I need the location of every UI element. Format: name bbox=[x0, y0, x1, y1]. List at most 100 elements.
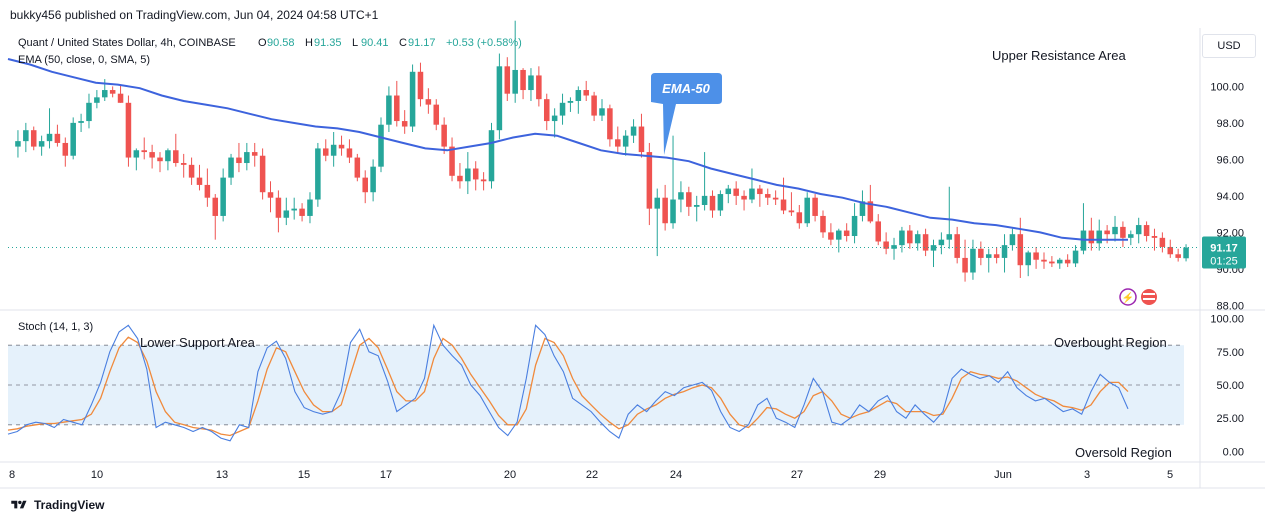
price-tag-value: 91.17 bbox=[1210, 243, 1238, 255]
candle-body bbox=[843, 230, 850, 237]
candle-body bbox=[220, 177, 226, 216]
candle-body bbox=[465, 168, 471, 182]
candle-body bbox=[1088, 230, 1095, 244]
candle-body bbox=[1104, 230, 1110, 235]
candle-body bbox=[496, 66, 503, 131]
candle-body bbox=[993, 254, 1000, 258]
flag-stripe bbox=[1143, 298, 1155, 300]
candle-body bbox=[1049, 261, 1055, 264]
candle-body bbox=[701, 195, 708, 205]
candle-body bbox=[1017, 234, 1024, 266]
time-tick-label: 20 bbox=[504, 469, 516, 481]
ohlc-close-label: C bbox=[399, 37, 407, 49]
candle-body bbox=[575, 90, 582, 101]
top-bar: bukky456 published on TradingView.com, J… bbox=[0, 0, 1265, 28]
stoch-tick-label: 0.00 bbox=[1223, 446, 1244, 458]
candle-body bbox=[109, 90, 116, 94]
candle-body bbox=[536, 75, 542, 100]
candle-body bbox=[836, 230, 842, 240]
candle-body bbox=[938, 239, 945, 246]
candle-body bbox=[1128, 234, 1134, 238]
candle-body bbox=[125, 102, 132, 158]
time-tick-label: 13 bbox=[216, 469, 228, 481]
candle-body bbox=[38, 141, 45, 147]
publisher-line: bukky456 published on TradingView.com, J… bbox=[10, 8, 379, 22]
candle-body bbox=[954, 234, 960, 258]
candle-body bbox=[1001, 245, 1008, 258]
candle-body bbox=[401, 121, 408, 127]
candle-body bbox=[133, 150, 140, 158]
candle-body bbox=[709, 195, 716, 211]
price-tick-label: 94.00 bbox=[1216, 191, 1244, 203]
candle-body bbox=[322, 148, 329, 156]
lightning-icon[interactable] bbox=[1119, 288, 1137, 306]
candle-body bbox=[1112, 226, 1118, 235]
ema-callout-label: EMA-50 bbox=[662, 81, 710, 96]
time-tick-label: 10 bbox=[91, 469, 103, 481]
candle-body bbox=[46, 133, 53, 142]
stoch-d-line bbox=[7, 336, 1129, 437]
candle-body bbox=[94, 97, 100, 103]
ohlc-high-value: 91.35 bbox=[314, 37, 342, 49]
candle-body bbox=[386, 95, 392, 125]
flag-us-icon[interactable] bbox=[1141, 289, 1157, 305]
tradingview-logo[interactable]: TradingView bbox=[10, 496, 104, 514]
candle-body bbox=[733, 188, 739, 196]
candle-body bbox=[796, 212, 803, 224]
candle-body bbox=[1072, 250, 1079, 264]
lightning-glyph: ⚡ bbox=[1122, 291, 1134, 304]
candle-body bbox=[978, 248, 984, 258]
candle-body bbox=[646, 152, 653, 209]
lower-support-label: Lower Support Area bbox=[140, 335, 256, 350]
candle-body bbox=[686, 192, 692, 207]
candle-body bbox=[512, 69, 518, 94]
candle-body bbox=[180, 163, 187, 165]
candle-body bbox=[875, 221, 882, 242]
candle-body bbox=[141, 150, 147, 153]
candle-body bbox=[962, 257, 968, 273]
candle-body bbox=[1159, 237, 1166, 247]
candle-body bbox=[251, 152, 258, 156]
candle-body bbox=[946, 234, 953, 240]
candle-body bbox=[899, 230, 905, 246]
candle-body bbox=[1009, 234, 1016, 246]
price-tag-countdown: 01:25 bbox=[1210, 256, 1238, 268]
time-tick-label: 24 bbox=[670, 469, 682, 481]
candle-body bbox=[102, 90, 108, 98]
price-tick-label: 98.00 bbox=[1216, 118, 1244, 130]
candle-body bbox=[362, 177, 368, 193]
candle-body bbox=[638, 126, 645, 153]
ema-callout-bubble bbox=[651, 73, 722, 155]
candle-body bbox=[480, 179, 487, 182]
stoch-tick-label: 100.00 bbox=[1210, 314, 1244, 326]
candle-body bbox=[970, 248, 976, 273]
currency-button[interactable]: USD bbox=[1202, 34, 1256, 58]
candle-body bbox=[717, 194, 724, 211]
candle-body bbox=[338, 144, 345, 149]
time-tick-label: 29 bbox=[874, 469, 886, 481]
candle-body bbox=[441, 124, 447, 147]
candle-body bbox=[883, 241, 889, 249]
candle-body bbox=[433, 104, 440, 125]
ohlc-open-label: O bbox=[258, 37, 267, 49]
candle-body bbox=[528, 75, 534, 91]
candle-body bbox=[780, 199, 787, 211]
candle-body bbox=[828, 232, 834, 240]
candle-body bbox=[346, 148, 353, 158]
candle-body bbox=[599, 108, 605, 116]
price-tick-label: 88.00 bbox=[1216, 300, 1244, 312]
price-change: +0.53 (+0.58%) bbox=[446, 37, 522, 49]
candle-body bbox=[1025, 252, 1031, 266]
candle-body bbox=[472, 168, 479, 180]
tradingview-logo-icon bbox=[11, 500, 27, 509]
candle-body bbox=[1143, 225, 1150, 237]
candle-body bbox=[607, 108, 613, 140]
candle-body bbox=[409, 71, 416, 127]
candle-body bbox=[678, 192, 684, 200]
candle-body bbox=[315, 148, 321, 200]
flag-stripe bbox=[1143, 293, 1155, 295]
candle-body bbox=[417, 71, 424, 100]
stoch-tick-label: 50.00 bbox=[1216, 380, 1244, 392]
time-tick-label: 22 bbox=[586, 469, 598, 481]
